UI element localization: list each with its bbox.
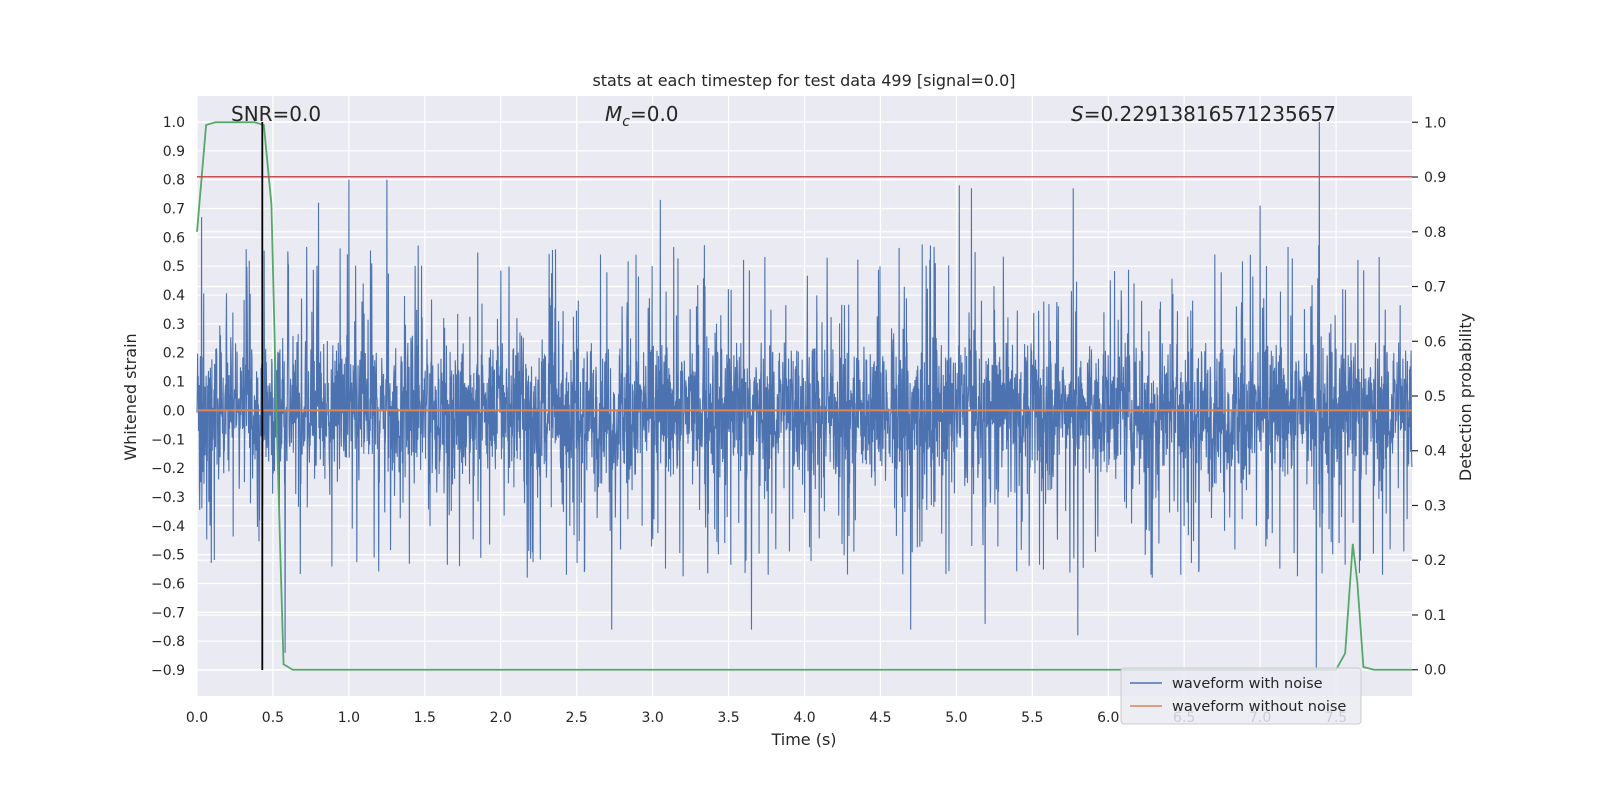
y2-tick-label: 0.9	[1424, 170, 1446, 186]
snr-annotation: SNR=0.0	[231, 102, 321, 126]
y-tick-label: −0.2	[151, 461, 185, 477]
s-annotation: S=0.22913816571235657	[1071, 102, 1336, 126]
reference-lines	[197, 121, 1412, 671]
legend-label-waveform-without-noise: waveform without noise	[1172, 699, 1346, 715]
y-tick-label: 1.0	[163, 115, 185, 131]
y-tick-label: −0.3	[151, 490, 185, 506]
y2-tick-label: 0.4	[1424, 444, 1446, 460]
series-detection-probability	[196, 121, 1412, 671]
y-tick-label: 0.3	[163, 317, 185, 333]
x-tick-label: 3.5	[717, 710, 739, 726]
x-tick-label: 1.5	[414, 710, 436, 726]
s-value: =0.22913816571235657	[1084, 102, 1336, 126]
y-tick-label: −0.5	[151, 548, 185, 564]
y-tick-label: 0.2	[163, 346, 185, 362]
series-layer	[196, 121, 1413, 671]
x-tick-label: 1.0	[338, 710, 360, 726]
legend-box	[1120, 667, 1362, 725]
y-axis-label: Whitened strain	[121, 333, 140, 460]
x-tick-label: 5.5	[1021, 710, 1043, 726]
y-tick-label: 0.6	[163, 230, 185, 246]
chirp-mass-value: =0.0	[630, 102, 679, 126]
y2-tick-label: 0.8	[1424, 225, 1446, 241]
chirp-mass-symbol: M	[605, 102, 622, 126]
x-tick-label: 5.0	[945, 710, 967, 726]
y2-tick-label: 0.6	[1424, 334, 1446, 350]
y2-tick-label: 0.0	[1424, 663, 1446, 679]
chirp-mass-subscript: c	[622, 114, 630, 130]
y2-tick-label: 0.7	[1424, 280, 1446, 296]
y-tick-label: 0.7	[163, 202, 185, 218]
x-tick-label: 4.0	[793, 710, 815, 726]
y-tick-label: 0.9	[163, 144, 185, 160]
s-symbol: S	[1071, 102, 1084, 126]
y-tick-label: −0.1	[151, 432, 185, 448]
y-tick-label: −0.4	[151, 519, 185, 535]
y-tick-label: 0.5	[163, 259, 185, 275]
x-tick-label: 6.0	[1097, 710, 1119, 726]
y2-tick-label: 1.0	[1424, 115, 1446, 131]
series-waveform-with-noise	[196, 121, 1413, 671]
y-tick-label: −0.9	[151, 663, 185, 679]
x-tick-label: 2.0	[490, 710, 512, 726]
y2-tick-label: 0.2	[1424, 553, 1446, 569]
y2-axis-label: Detection probability	[1456, 313, 1475, 481]
legend: waveform with noise waveform without noi…	[1120, 667, 1362, 725]
y-tick-label: −0.7	[151, 605, 185, 621]
y-tick-label: 0.4	[163, 288, 185, 304]
x-tick-label: 0.5	[262, 710, 284, 726]
chart-title: stats at each timestep for test data 499…	[592, 71, 1015, 90]
y2-tick-label: 0.1	[1424, 608, 1446, 624]
y-tick-label: −0.8	[151, 634, 185, 650]
x-tick-label: 0.0	[186, 710, 208, 726]
axes: 0.00.51.01.52.02.53.03.54.04.55.05.56.06…	[151, 115, 1446, 726]
x-axis-label: Time (s)	[770, 730, 836, 749]
chirp-mass-annotation: Mc=0.0	[605, 102, 679, 130]
y-tick-label: −0.6	[151, 577, 185, 593]
y-tick-label: 0.0	[163, 403, 185, 419]
x-tick-label: 4.5	[869, 710, 891, 726]
y2-tick-label: 0.5	[1424, 389, 1446, 405]
y-tick-label: 0.1	[163, 375, 185, 391]
x-tick-label: 3.0	[641, 710, 663, 726]
legend-label-waveform-with-noise: waveform with noise	[1172, 676, 1323, 692]
y-tick-label: 0.8	[163, 173, 185, 189]
y2-tick-label: 0.3	[1424, 498, 1446, 514]
x-tick-label: 2.5	[566, 710, 588, 726]
